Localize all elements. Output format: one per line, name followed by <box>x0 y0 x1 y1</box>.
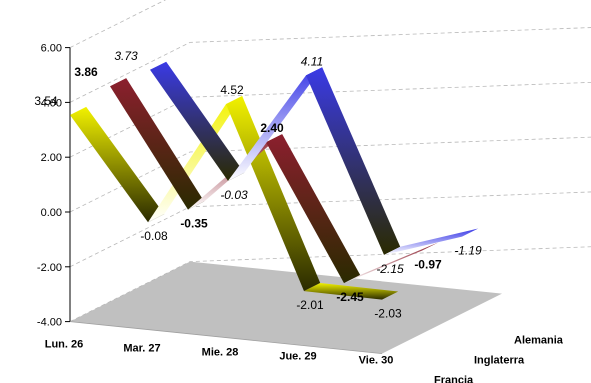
x-tick-label: Jue. 29 <box>279 351 316 363</box>
chart-floor-layer <box>70 261 502 354</box>
x-axis-line <box>69 321 383 354</box>
data-label: -2.45 <box>336 290 364 304</box>
series-segment <box>304 282 399 300</box>
data-label: -2.15 <box>376 262 404 276</box>
data-label: 4.11 <box>301 54 323 68</box>
chart-label-layer: 3.54 -0.08 4.52 -2.01 -2.03 3.86 -0.35 2.40 -2.4… <box>34 49 482 321</box>
series-name-label: Alemania <box>514 335 564 347</box>
data-label: 3.86 <box>74 65 98 79</box>
gridline <box>69 27 591 103</box>
data-label: 4.52 <box>220 83 244 97</box>
series-segment <box>384 228 479 255</box>
series-francia <box>150 61 479 255</box>
series-segment <box>70 106 165 223</box>
y-tick-label: -4.00 <box>37 317 62 329</box>
y-tick-label: 6.00 <box>41 43 62 55</box>
series-segment <box>228 67 323 181</box>
series-segment <box>306 67 401 255</box>
series-segment <box>150 61 245 181</box>
data-label: -0.35 <box>180 217 208 231</box>
chart-axis-layer: 6.00 4.00 2.00 0.00 -2.00 -4.00 Lun. 26 Mar. 27… <box>37 43 564 383</box>
gridline <box>69 0 167 48</box>
data-label: -2.03 <box>374 307 402 321</box>
chart-series-layer <box>70 61 479 300</box>
y-tick-label: 4.00 <box>41 97 62 109</box>
x-tick-label: Mie. 28 <box>202 347 239 359</box>
chart-grid-layer <box>69 0 591 322</box>
series-segment <box>110 78 205 210</box>
data-label: -1.19 <box>454 244 482 258</box>
chart-floor <box>70 261 502 354</box>
series-segment <box>148 96 243 223</box>
data-label: 3.54 <box>34 94 58 108</box>
series-segment <box>226 96 321 292</box>
data-label: 3.73 <box>114 49 138 63</box>
gridline <box>69 136 591 213</box>
y-tick-label: -2.00 <box>37 262 62 274</box>
x-tick-label: Vie. 30 <box>359 355 394 367</box>
gridline <box>69 246 591 322</box>
data-label: -0.97 <box>414 258 442 272</box>
data-label: -2.01 <box>296 298 324 312</box>
series-name-label: Francia <box>434 375 474 383</box>
y-tick-label: 0.00 <box>41 207 62 219</box>
series-segment <box>344 242 439 284</box>
series-alemania <box>70 96 399 300</box>
x-tick-label: Lun. 26 <box>45 339 84 351</box>
series-segment <box>266 134 361 284</box>
data-label: -0.03 <box>220 188 248 202</box>
data-label: -0.08 <box>140 229 168 243</box>
series-name-label: Inglaterra <box>474 355 525 367</box>
x-tick-label: Mar. 27 <box>123 343 160 355</box>
y-tick-label: 2.00 <box>41 152 62 164</box>
data-label: 2.40 <box>260 121 284 135</box>
